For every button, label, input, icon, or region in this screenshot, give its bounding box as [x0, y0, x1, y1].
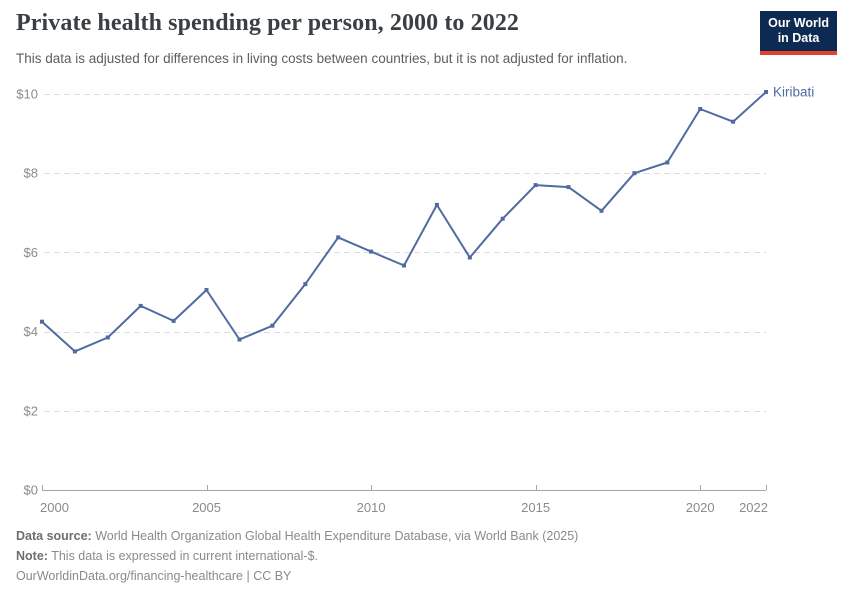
data-point-2016[interactable] — [566, 185, 571, 190]
data-point-2000[interactable] — [40, 319, 44, 324]
note-line: Note: This data is expressed in current … — [16, 546, 578, 566]
data-point-2003[interactable] — [138, 303, 143, 308]
logo-line-2: in Data — [777, 31, 820, 46]
series-label-kiribati[interactable]: Kiribati — [773, 85, 814, 100]
x-axis-tick-label: 2022 — [739, 500, 768, 515]
data-source-text: World Health Organization Global Health … — [91, 529, 579, 543]
data-point-2004[interactable] — [171, 318, 176, 323]
data-source-label: Data source: — [16, 529, 92, 543]
x-axis-tick-label: 2005 — [192, 500, 221, 515]
chart-footer: Data source: World Health Organization G… — [16, 526, 578, 586]
data-point-2009[interactable] — [336, 235, 341, 240]
data-point-2010[interactable] — [369, 249, 374, 254]
data-point-2017[interactable] — [599, 208, 604, 213]
data-point-2001[interactable] — [72, 349, 77, 354]
note-text: This data is expressed in current intern… — [47, 549, 319, 563]
x-axis-tick-label: 2010 — [357, 500, 386, 515]
license-link[interactable]: CC BY — [253, 569, 292, 583]
owid-topic-link[interactable]: OurWorldinData.org/financing-healthcare — [16, 569, 243, 583]
x-axis-tick-label: 2020 — [686, 500, 715, 515]
data-point-2021[interactable] — [731, 119, 736, 124]
data-point-2015[interactable] — [533, 183, 538, 188]
y-axis-tick-label: $2 — [24, 403, 38, 418]
data-point-2020[interactable] — [698, 107, 703, 111]
owid-logo[interactable]: Our World in Data — [760, 11, 837, 55]
data-point-2007[interactable] — [270, 323, 275, 328]
page-title: Private health spending per person, 2000… — [16, 10, 520, 36]
y-axis-tick-label: $6 — [24, 245, 38, 260]
logo-line-1: Our World — [768, 16, 829, 30]
data-point-2005[interactable] — [204, 288, 209, 292]
x-axis-tick-label: 2000 — [40, 500, 69, 515]
data-point-2018[interactable] — [632, 171, 637, 176]
data-point-2012[interactable] — [434, 202, 439, 207]
chart-subtitle: This data is adjusted for differences in… — [16, 51, 628, 66]
data-source-line: Data source: World Health Organization G… — [16, 526, 578, 546]
data-point-2014[interactable] — [500, 216, 505, 221]
y-axis-tick-label: $10 — [16, 87, 38, 102]
attribution-separator: | — [242, 569, 254, 583]
y-axis-tick-label: $4 — [24, 324, 38, 339]
data-point-2002[interactable] — [105, 335, 110, 340]
data-point-2006[interactable] — [237, 337, 242, 342]
data-point-2008[interactable] — [303, 282, 308, 287]
attribution-line: OurWorldinData.org/financing-healthcare … — [16, 566, 578, 586]
data-point-2011[interactable] — [402, 263, 406, 268]
y-axis-tick-label: $0 — [24, 483, 38, 498]
note-label: Note: — [16, 549, 48, 563]
data-point-2019[interactable] — [665, 160, 670, 165]
data-point-2022[interactable] — [764, 90, 768, 94]
data-point-2013[interactable] — [467, 255, 472, 260]
x-axis-tick-label: 2015 — [521, 500, 550, 515]
y-axis-tick-label: $8 — [24, 166, 38, 181]
series-line-kiribati[interactable] — [41, 91, 767, 353]
